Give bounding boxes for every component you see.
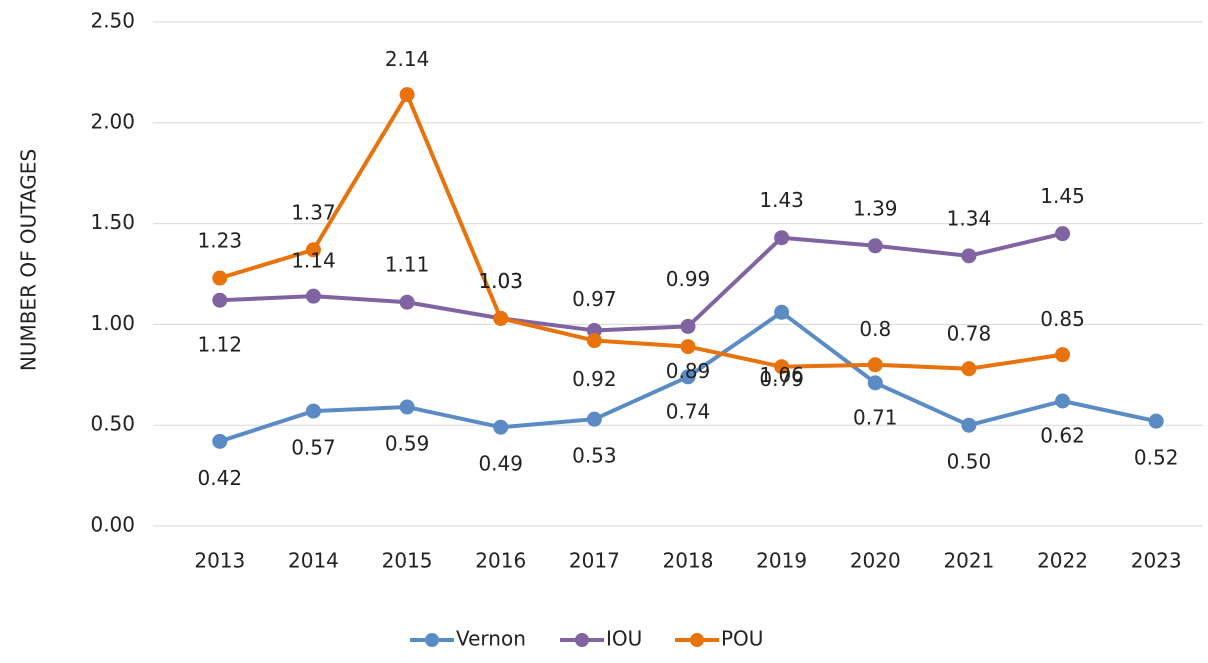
data-label: 0.74 xyxy=(666,399,711,423)
x-tick-label: 2015 xyxy=(382,549,433,573)
data-point xyxy=(1055,226,1071,242)
data-label: 0.99 xyxy=(666,267,711,291)
data-label: 2.14 xyxy=(385,47,430,71)
data-label: 0.92 xyxy=(572,367,617,391)
data-label: 0.97 xyxy=(572,287,617,311)
x-tick-label: 2014 xyxy=(288,549,339,573)
data-point xyxy=(774,359,790,375)
data-label: 0.52 xyxy=(1134,446,1179,470)
y-tick-label: 1.50 xyxy=(90,210,135,234)
data-label: 0.89 xyxy=(666,359,711,383)
data-label: 1.43 xyxy=(759,188,804,212)
data-label: 0.42 xyxy=(198,466,243,490)
data-point xyxy=(774,304,790,320)
y-tick-label: 1.00 xyxy=(90,311,135,335)
legend-marker xyxy=(425,633,439,647)
data-label: 0.50 xyxy=(947,450,992,474)
legend-label: POU xyxy=(721,627,763,651)
data-label: 0.79 xyxy=(759,367,804,391)
data-point xyxy=(680,339,696,355)
data-point xyxy=(212,292,228,308)
data-point xyxy=(961,361,977,377)
data-point xyxy=(867,357,883,373)
data-point xyxy=(305,242,321,258)
data-point xyxy=(399,294,415,310)
data-label: 0.85 xyxy=(1040,307,1085,331)
data-point xyxy=(774,230,790,246)
series-line xyxy=(219,92,1063,371)
data-label: 1.11 xyxy=(385,253,430,277)
x-tick-label: 2022 xyxy=(1037,549,1088,573)
data-point xyxy=(1055,393,1071,409)
x-tick-label: 2019 xyxy=(756,549,807,573)
data-point xyxy=(1055,347,1071,363)
x-tick-label: 2017 xyxy=(569,549,620,573)
y-axis-label: NUMBER OF OUTAGES xyxy=(17,149,41,371)
data-point xyxy=(961,248,977,264)
data-label: 0.78 xyxy=(947,321,992,345)
data-label: 1.37 xyxy=(291,200,336,224)
data-point xyxy=(680,369,696,385)
data-point xyxy=(680,318,696,334)
data-label: 1.34 xyxy=(947,206,992,230)
data-point xyxy=(399,399,415,415)
data-point xyxy=(961,417,977,433)
data-point xyxy=(867,238,883,254)
data-point xyxy=(212,270,228,286)
data-label: 0.62 xyxy=(1040,424,1085,448)
data-point xyxy=(586,411,602,427)
data-point xyxy=(305,288,321,304)
y-tick-label: 0.00 xyxy=(90,513,135,537)
data-label: 1.03 xyxy=(478,269,523,293)
data-point xyxy=(586,333,602,349)
x-tick-label: 2020 xyxy=(850,549,901,573)
x-tick-label: 2016 xyxy=(475,549,526,573)
legend-marker xyxy=(575,633,589,647)
data-label: 0.59 xyxy=(385,432,430,456)
y-tick-label: 2.00 xyxy=(90,109,135,133)
data-label: 0.49 xyxy=(478,452,523,476)
x-tick-label: 2021 xyxy=(943,549,994,573)
data-label: 1.14 xyxy=(291,249,336,273)
data-label: 0.71 xyxy=(853,405,898,429)
data-point xyxy=(867,375,883,391)
data-point xyxy=(1148,413,1164,429)
data-label: 1.03 xyxy=(478,269,523,293)
data-point xyxy=(399,87,415,103)
x-tick-label: 2018 xyxy=(663,549,714,573)
data-label: 1.39 xyxy=(853,196,898,220)
y-tick-label: 2.50 xyxy=(90,9,135,33)
y-tick-label: 0.50 xyxy=(90,412,135,436)
data-label: 1.06 xyxy=(759,363,804,387)
data-label: 1.45 xyxy=(1040,184,1085,208)
data-label: 1.23 xyxy=(198,229,243,253)
data-point xyxy=(493,419,509,435)
legend-label: IOU xyxy=(606,627,642,651)
x-tick-label: 2013 xyxy=(194,549,245,573)
data-point xyxy=(493,310,509,326)
data-label: 0.8 xyxy=(859,317,891,341)
data-label: 1.12 xyxy=(198,333,243,357)
data-point xyxy=(212,433,228,449)
x-tick-label: 2023 xyxy=(1131,549,1182,573)
series-line xyxy=(219,231,1064,333)
data-point xyxy=(305,403,321,419)
legend-label: Vernon xyxy=(456,627,526,651)
legend-marker xyxy=(690,633,704,647)
data-label: 0.57 xyxy=(291,436,336,460)
data-label: 0.53 xyxy=(572,444,617,468)
